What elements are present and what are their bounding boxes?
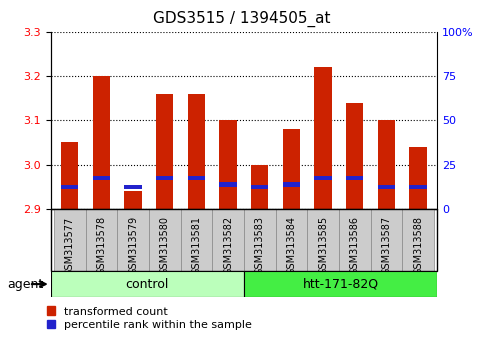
Bar bbox=[212, 209, 244, 271]
Bar bbox=[307, 209, 339, 271]
Bar bbox=[314, 67, 332, 209]
Text: GSM313581: GSM313581 bbox=[191, 216, 201, 275]
Text: GSM313586: GSM313586 bbox=[350, 216, 360, 275]
Bar bbox=[251, 184, 269, 189]
Text: GSM313578: GSM313578 bbox=[97, 216, 106, 275]
Bar bbox=[54, 209, 85, 271]
Bar bbox=[314, 176, 332, 180]
Bar bbox=[188, 94, 205, 209]
Bar bbox=[244, 209, 276, 271]
Bar bbox=[51, 209, 437, 271]
Bar bbox=[156, 176, 173, 180]
Text: agent: agent bbox=[7, 278, 43, 291]
Text: GDS3515 / 1394505_at: GDS3515 / 1394505_at bbox=[153, 11, 330, 27]
Text: GSM313583: GSM313583 bbox=[255, 216, 265, 275]
Bar bbox=[156, 94, 173, 209]
Bar bbox=[251, 165, 269, 209]
Text: GSM313582: GSM313582 bbox=[223, 216, 233, 275]
Text: control: control bbox=[126, 278, 169, 291]
Text: GSM313587: GSM313587 bbox=[382, 216, 391, 275]
Bar bbox=[149, 209, 181, 271]
Bar bbox=[219, 120, 237, 209]
Bar bbox=[85, 209, 117, 271]
Text: GSM313584: GSM313584 bbox=[286, 216, 297, 275]
Text: GSM313577: GSM313577 bbox=[65, 216, 75, 275]
Bar bbox=[93, 176, 110, 180]
Bar bbox=[244, 271, 437, 297]
Text: GSM313585: GSM313585 bbox=[318, 216, 328, 275]
Bar bbox=[346, 103, 364, 209]
Bar bbox=[117, 209, 149, 271]
Bar bbox=[219, 182, 237, 187]
Bar bbox=[346, 176, 364, 180]
Text: GSM313580: GSM313580 bbox=[160, 216, 170, 275]
Bar bbox=[124, 184, 142, 189]
Bar bbox=[181, 209, 212, 271]
Bar bbox=[402, 209, 434, 271]
Bar bbox=[188, 176, 205, 180]
Bar bbox=[378, 120, 395, 209]
Bar bbox=[124, 191, 142, 209]
Bar bbox=[283, 182, 300, 187]
Text: GSM313588: GSM313588 bbox=[413, 216, 423, 275]
Bar bbox=[276, 209, 307, 271]
Bar bbox=[370, 209, 402, 271]
Text: htt-171-82Q: htt-171-82Q bbox=[302, 278, 379, 291]
Legend: transformed count, percentile rank within the sample: transformed count, percentile rank withi… bbox=[47, 307, 252, 330]
Bar bbox=[283, 129, 300, 209]
Text: GSM313579: GSM313579 bbox=[128, 216, 138, 275]
Bar bbox=[51, 271, 244, 297]
Bar bbox=[93, 76, 110, 209]
Bar bbox=[410, 184, 427, 189]
Bar bbox=[339, 209, 370, 271]
Bar bbox=[61, 184, 78, 189]
Bar bbox=[61, 142, 78, 209]
Bar bbox=[410, 147, 427, 209]
Bar bbox=[378, 184, 395, 189]
